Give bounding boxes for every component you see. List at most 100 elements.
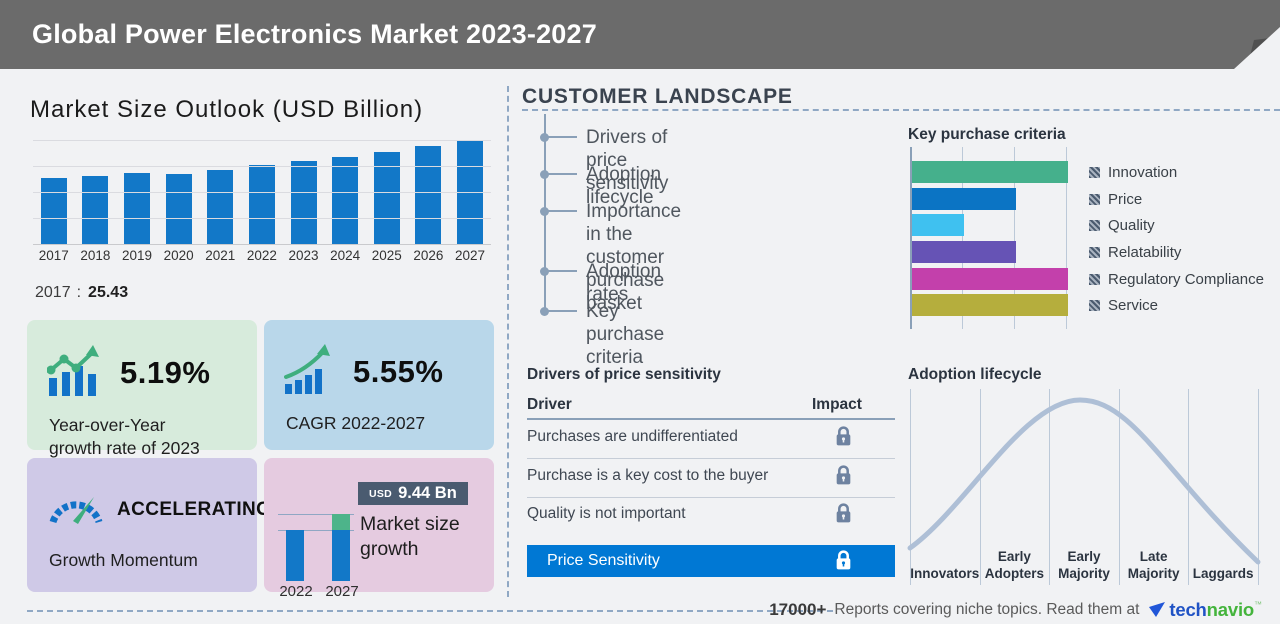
- x-label-2019: 2019: [122, 248, 153, 263]
- landscape-item-label: Importance in the customer purchase bask…: [586, 201, 682, 314]
- legend-item-regulatory-compliance: Regulatory Compliance: [1089, 271, 1264, 288]
- header-bar: Global Power Electronics Market 2023-202…: [0, 0, 1280, 69]
- legend-label: Price: [1108, 191, 1143, 208]
- landscape-item-label: Drivers of price sensitivity: [586, 127, 669, 194]
- kpc-gridline: [962, 147, 963, 329]
- adoption-gridline: [1258, 389, 1259, 585]
- bullet-dot-icon: [540, 307, 549, 316]
- reference-line: [278, 514, 354, 515]
- legend-label: Relatability: [1108, 244, 1182, 261]
- lock-icon: [835, 503, 852, 524]
- yoy-growth-label: Year-over-Year growth rate of 2023: [49, 415, 200, 459]
- adoption-label-early-adopters: Early Adopters: [984, 549, 1045, 582]
- momentum-top: ACCELERATING: [27, 458, 271, 531]
- brand-navio: navio: [1206, 599, 1255, 620]
- vertical-dashed-divider: [507, 86, 509, 597]
- badge-currency: USD: [369, 487, 393, 500]
- market-size-bar-2018: [82, 175, 109, 244]
- legend-swatch-icon: [1089, 300, 1100, 311]
- landscape-item-label: Adoption lifecycle: [586, 164, 662, 208]
- kpc-bar-regulatory-compliance: [912, 268, 1068, 290]
- legend-swatch-icon: [1089, 274, 1100, 285]
- driver-row-label: Purchase is a key cost to the buyer: [527, 467, 769, 484]
- bullet-dot-icon: [540, 133, 549, 142]
- market-size-growth-card: 2022 2027 USD 9.44 Bn Market size growth: [264, 458, 494, 600]
- market-size-bar-2022: [248, 164, 275, 244]
- growth-label: Market size growth: [360, 513, 460, 560]
- legend-swatch-icon: [1089, 220, 1100, 231]
- kpc-bar-innovation: [912, 161, 1068, 183]
- reference-line: [278, 529, 354, 531]
- drivers-header-rule: [527, 418, 895, 420]
- legend-item-innovation: Innovation: [1089, 164, 1177, 181]
- x-label-2020: 2020: [163, 248, 194, 263]
- drivers-title: Drivers of price sensitivity: [527, 366, 721, 383]
- driver-row-separator: [527, 458, 895, 459]
- drivers-col-impact: Impact: [812, 396, 862, 413]
- footer-message: Reports covering niche topics. Read them…: [834, 601, 1140, 618]
- market-size-bar-chart: [33, 140, 491, 245]
- gridline: [33, 218, 491, 219]
- kpc-bar-relatability: [912, 241, 1016, 263]
- lock-icon: [835, 465, 852, 486]
- report-count: 17000+: [769, 600, 827, 619]
- footer-dashed-line: [27, 610, 833, 612]
- mini-bar-2027-base: [332, 529, 350, 581]
- driver-row-label: Purchases are undifferentiated: [527, 428, 738, 445]
- driver-row-separator: [527, 497, 895, 498]
- bullet-dot-icon: [540, 207, 549, 216]
- lock-icon: [835, 550, 852, 571]
- lock-icon: [835, 426, 852, 447]
- adoption-label-laggards: Laggards: [1192, 566, 1254, 582]
- legend-item-service: Service: [1089, 297, 1158, 314]
- badge-value: 9.44 Bn: [398, 484, 457, 502]
- adoption-label-late-majority: Late Majority: [1127, 549, 1180, 582]
- landscape-item-label: Adoption rates: [586, 261, 662, 305]
- market-size-bar-2017: [40, 177, 67, 244]
- market-size-bar-2021: [207, 169, 234, 244]
- bullet-connector: [546, 136, 577, 138]
- legend-item-price: Price: [1089, 191, 1142, 208]
- legend-item-relatability: Relatability: [1089, 244, 1181, 261]
- footer: 17000+ Reports covering niche topics. Re…: [769, 597, 1262, 623]
- market-size-outlook-title: Market Size Outlook (USD Billion): [30, 96, 424, 123]
- driver-row-label: Quality is not important: [527, 505, 686, 522]
- bullet-dot-icon: [540, 170, 549, 179]
- cagr-top: 5.55%: [264, 320, 494, 399]
- x-label-2025: 2025: [371, 248, 402, 263]
- growth-year-start: 2022: [279, 583, 313, 600]
- legend-label: Innovation: [1108, 164, 1178, 181]
- bullet-connector: [546, 270, 577, 272]
- mini-bar-2027-delta: [332, 514, 350, 530]
- bullet-dot-icon: [540, 267, 549, 276]
- market-size-bar-2024: [332, 156, 359, 244]
- adoption-label-early-majority: Early Majority: [1058, 549, 1110, 582]
- customer-landscape-underline: [522, 109, 1280, 111]
- gridline: [33, 140, 491, 141]
- market-size-bar-2023: [290, 160, 317, 244]
- market-size-bars: [33, 140, 491, 244]
- drivers-col-driver: Driver: [527, 396, 572, 413]
- bullet-connector: [546, 310, 577, 312]
- x-label-2021: 2021: [205, 248, 236, 263]
- momentum-value: ACCELERATING: [117, 498, 272, 520]
- price-sensitivity-label: Price Sensitivity: [547, 552, 660, 569]
- yoy-growth-top: 5.19%: [27, 320, 257, 401]
- bullet-connector: [546, 210, 577, 212]
- customer-landscape-title: CUSTOMER LANDSCAPE: [522, 85, 793, 108]
- growth-year-end: 2027: [325, 583, 359, 600]
- market-size-bar-2020: [165, 173, 192, 244]
- market-size-x-labels: 2017 2018 2019 2020 2021 2022 2023 2024 2025 2026…: [33, 248, 491, 263]
- momentum-label: Growth Momentum: [49, 550, 198, 570]
- cagr-value: 5.55%: [353, 353, 444, 389]
- mini-bar-2022: [286, 529, 304, 581]
- ascending-bars-arrow-icon: [284, 344, 340, 399]
- key-purchase-criteria-title: Key purchase criteria: [908, 126, 1066, 143]
- page-title: Global Power Electronics Market 2023-202…: [32, 19, 597, 49]
- market-size-bar-2019: [124, 172, 151, 244]
- x-label-2023: 2023: [288, 248, 319, 263]
- technavio-logo: tech navio ™: [1149, 599, 1262, 621]
- bars-trend-up-icon: [46, 344, 107, 401]
- yoy-growth-card: 5.19% Year-over-Year growth rate of 2023: [27, 320, 257, 458]
